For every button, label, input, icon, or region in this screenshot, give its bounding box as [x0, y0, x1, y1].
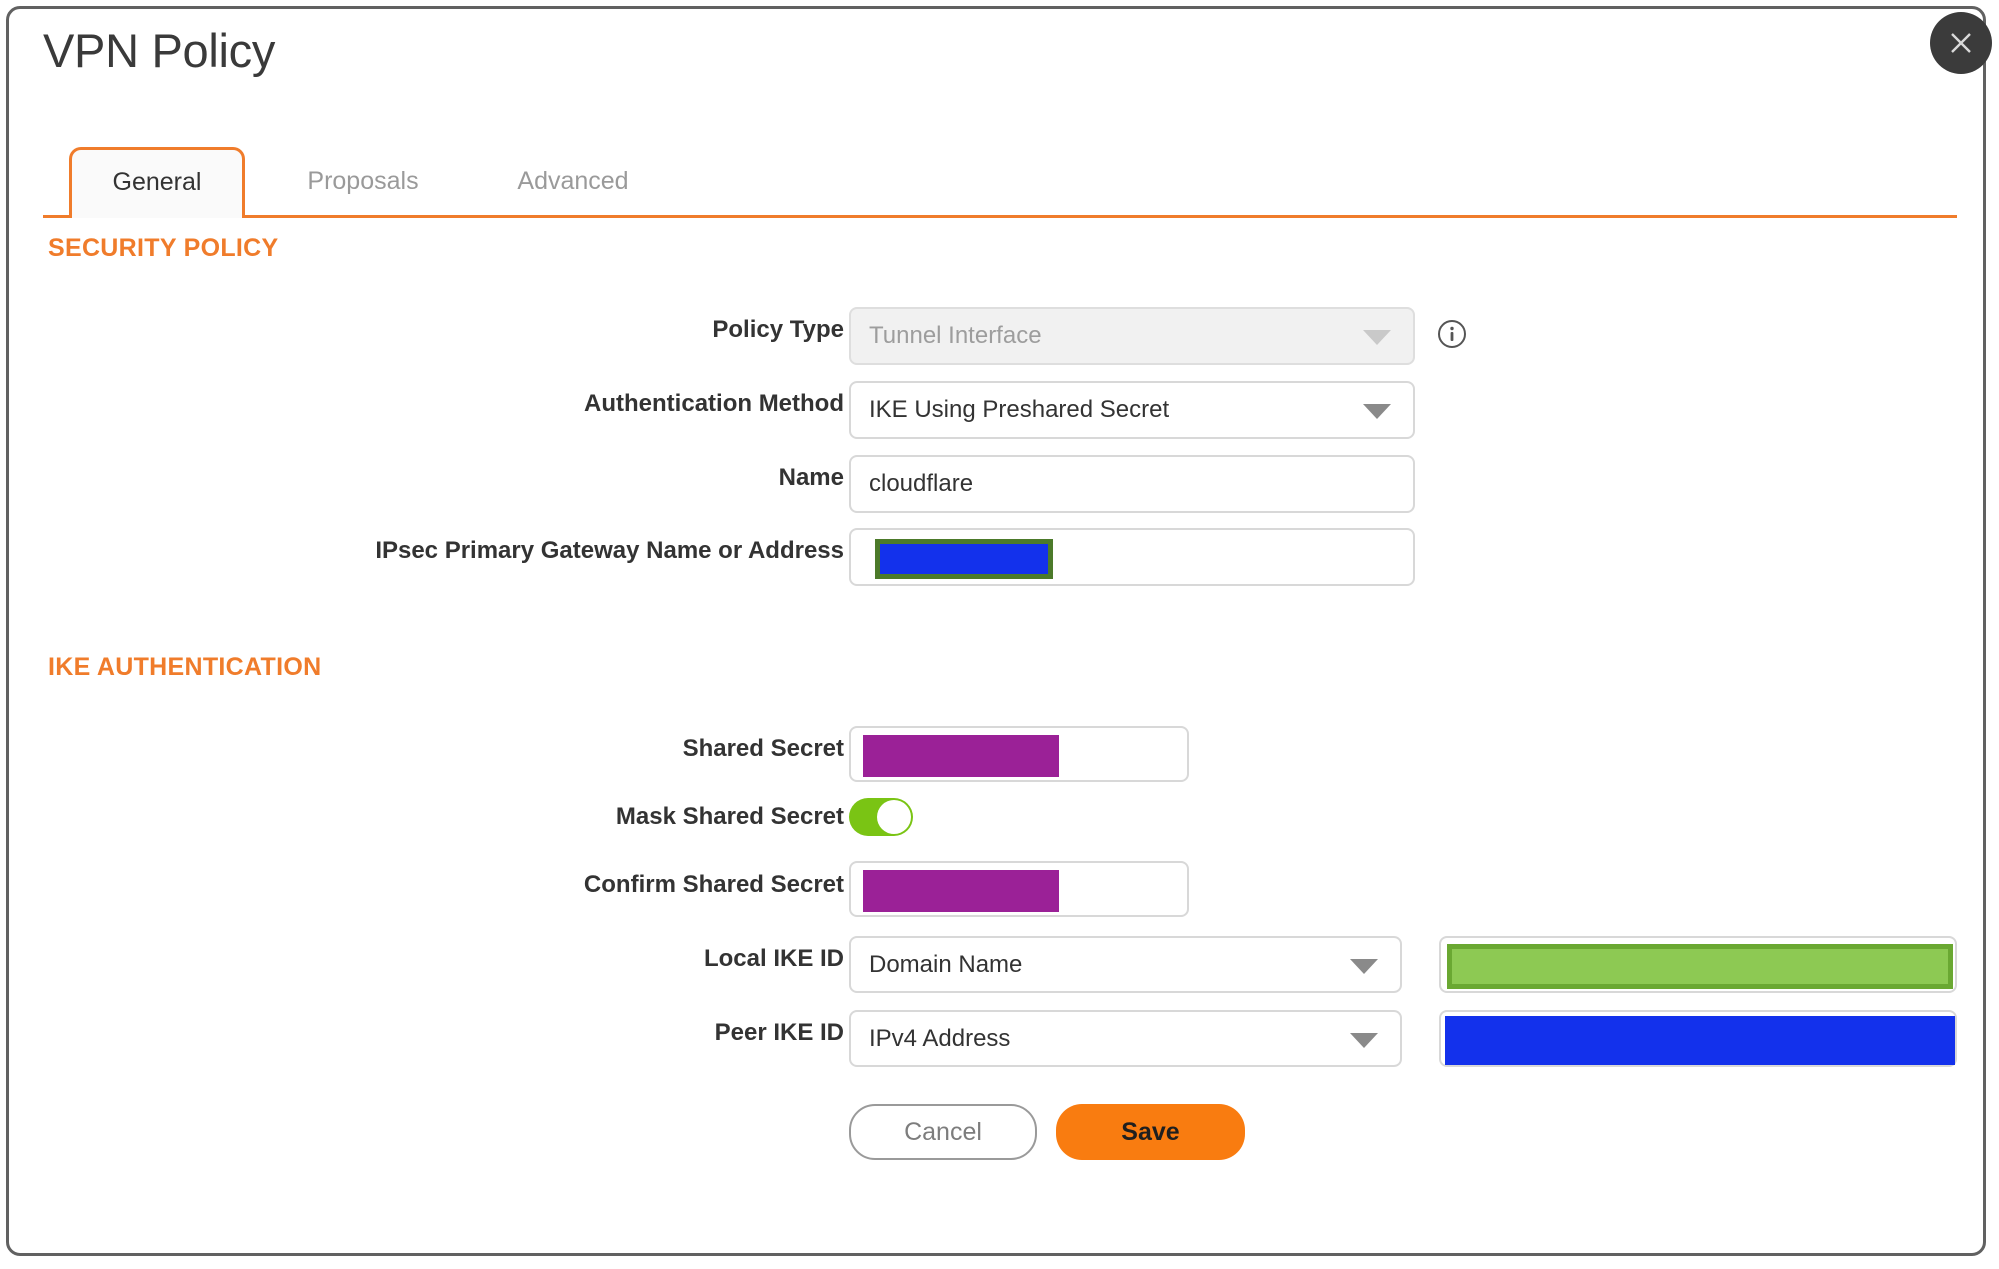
- tab-general[interactable]: General: [69, 147, 245, 218]
- tab-general-label: General: [112, 168, 202, 196]
- label-peer-ike-id: Peer IKE ID: [714, 1019, 844, 1046]
- policy-type-value: Tunnel Interface: [869, 322, 1042, 349]
- name-value: cloudflare: [869, 470, 974, 497]
- peer-ike-id-value-input[interactable]: [1439, 1010, 1957, 1067]
- chevron-down-icon: [1350, 958, 1378, 974]
- label-policy-type: Policy Type: [712, 316, 844, 343]
- confirm-shared-secret-input[interactable]: [849, 861, 1189, 917]
- tab-proposals[interactable]: Proposals: [283, 147, 443, 215]
- redaction-block-gateway: [875, 539, 1053, 579]
- vpn-policy-dialog: VPN Policy General Proposals Advanced SE…: [6, 6, 1986, 1256]
- cancel-button[interactable]: Cancel: [849, 1104, 1037, 1160]
- local-ike-id-value-input[interactable]: [1439, 936, 1957, 993]
- save-button[interactable]: Save: [1056, 1104, 1245, 1160]
- section-heading-ike-authentication: IKE AUTHENTICATION: [48, 653, 322, 681]
- peer-ike-id-value: IPv4 Address: [869, 1024, 1011, 1052]
- page-title: VPN Policy: [43, 24, 276, 77]
- label-mask-shared-secret: Mask Shared Secret: [615, 803, 844, 830]
- local-ike-id-value: Domain Name: [869, 950, 1023, 978]
- chevron-down-icon: [1363, 404, 1391, 419]
- mask-shared-secret-toggle[interactable]: [849, 798, 913, 836]
- tab-proposals-label: Proposals: [307, 166, 419, 195]
- chevron-down-icon: [1350, 1032, 1378, 1048]
- name-input[interactable]: cloudflare: [849, 455, 1415, 513]
- redaction-block-peer-ike-id: [1445, 1016, 1955, 1065]
- info-icon[interactable]: [1437, 319, 1467, 349]
- local-ike-id-dropdown[interactable]: Domain Name: [849, 936, 1402, 993]
- chevron-down-icon: [1363, 330, 1391, 345]
- authentication-method-value: IKE Using Preshared Secret: [869, 396, 1170, 423]
- peer-ike-id-dropdown[interactable]: IPv4 Address: [849, 1010, 1402, 1067]
- redaction-block-local-ike-id: [1447, 944, 1953, 989]
- redaction-block-shared-secret: [863, 735, 1059, 777]
- ipsec-primary-gateway-input[interactable]: [849, 528, 1415, 586]
- label-ipsec-primary-gateway: IPsec Primary Gateway Name or Address: [375, 537, 844, 564]
- tab-advanced[interactable]: Advanced: [498, 147, 648, 215]
- tab-bar: General Proposals Advanced: [43, 147, 1957, 218]
- label-local-ike-id: Local IKE ID: [703, 945, 844, 972]
- tab-advanced-label: Advanced: [517, 166, 629, 195]
- close-button[interactable]: [1930, 12, 1992, 74]
- policy-type-dropdown[interactable]: Tunnel Interface: [849, 307, 1415, 365]
- label-authentication-method: Authentication Method: [584, 390, 844, 417]
- tab-underline: [43, 215, 1957, 218]
- redaction-block-confirm-shared-secret: [863, 870, 1059, 912]
- shared-secret-input[interactable]: [849, 726, 1189, 782]
- label-name: Name: [778, 464, 844, 491]
- section-heading-security-policy: SECURITY POLICY: [48, 234, 279, 262]
- toggle-knob: [877, 800, 911, 834]
- close-icon: [1951, 33, 1971, 53]
- label-shared-secret: Shared Secret: [682, 735, 844, 762]
- label-confirm-shared-secret: Confirm Shared Secret: [583, 871, 844, 898]
- authentication-method-dropdown[interactable]: IKE Using Preshared Secret: [849, 381, 1415, 439]
